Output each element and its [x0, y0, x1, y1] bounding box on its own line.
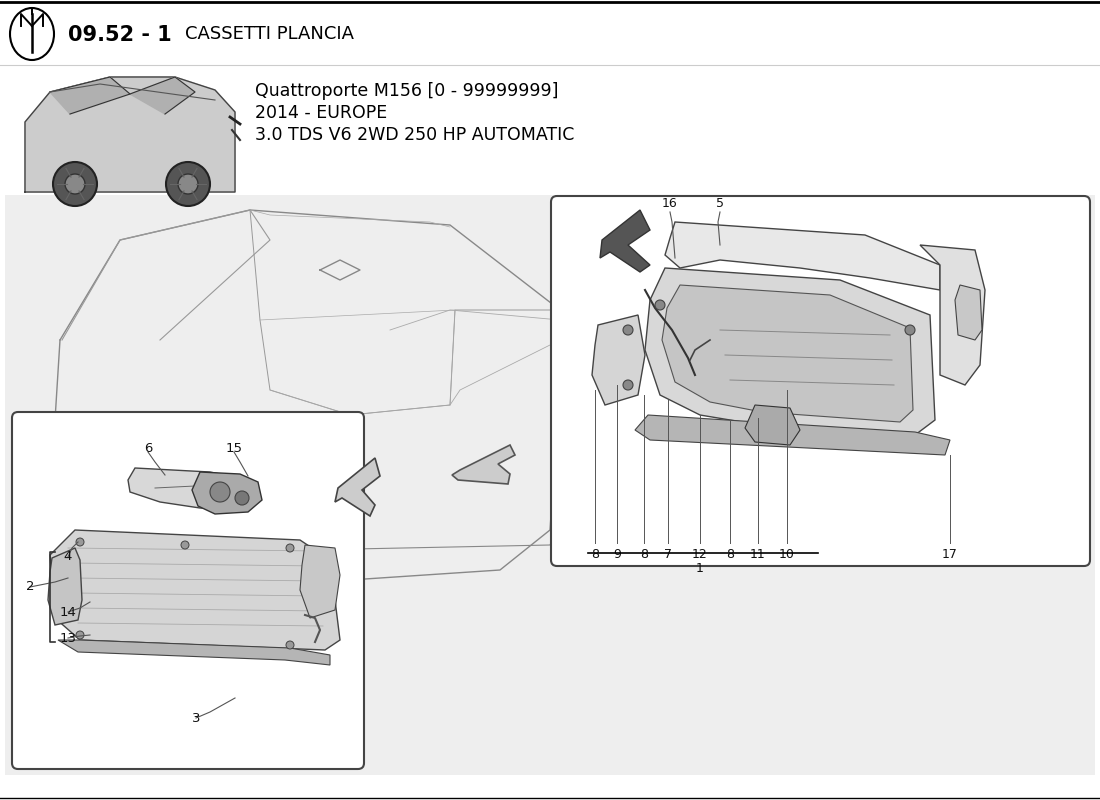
Polygon shape [128, 468, 260, 510]
Polygon shape [645, 268, 935, 435]
Polygon shape [48, 548, 82, 625]
FancyBboxPatch shape [12, 412, 364, 769]
Polygon shape [635, 415, 950, 455]
Polygon shape [745, 405, 800, 445]
Text: 3.0 TDS V6 2WD 250 HP AUTOMATIC: 3.0 TDS V6 2WD 250 HP AUTOMATIC [255, 126, 574, 144]
Polygon shape [130, 77, 195, 114]
Bar [6, 195, 1094, 775]
Text: 17: 17 [942, 548, 958, 561]
Circle shape [286, 544, 294, 552]
Polygon shape [25, 77, 235, 192]
Circle shape [623, 325, 632, 335]
Polygon shape [50, 530, 340, 650]
Circle shape [53, 162, 97, 206]
Text: 2014 - EUROPE: 2014 - EUROPE [255, 104, 387, 122]
Text: 15: 15 [226, 442, 242, 454]
Text: 5: 5 [716, 197, 724, 210]
Circle shape [623, 380, 632, 390]
Circle shape [76, 631, 84, 639]
Polygon shape [192, 472, 262, 514]
Text: 16: 16 [662, 197, 678, 210]
Polygon shape [920, 245, 984, 385]
Text: 13: 13 [59, 631, 77, 645]
Circle shape [654, 300, 666, 310]
Polygon shape [452, 445, 515, 484]
Text: 9: 9 [613, 548, 620, 561]
Polygon shape [336, 458, 380, 516]
Text: 14: 14 [59, 606, 76, 618]
Circle shape [210, 482, 230, 502]
Text: 1: 1 [696, 562, 704, 575]
Circle shape [76, 538, 84, 546]
Circle shape [178, 174, 198, 194]
Text: 09.52 - 1: 09.52 - 1 [68, 25, 172, 45]
Circle shape [166, 162, 210, 206]
Text: 8: 8 [640, 548, 648, 561]
Circle shape [905, 325, 915, 335]
Polygon shape [50, 77, 130, 114]
Text: 11: 11 [750, 548, 766, 561]
Text: 8: 8 [591, 548, 600, 561]
Text: 4: 4 [64, 550, 73, 563]
Text: 12: 12 [692, 548, 708, 561]
Text: 3: 3 [191, 711, 200, 725]
Text: CASSETTI PLANCIA: CASSETTI PLANCIA [185, 25, 354, 43]
Text: Quattroporte M156 [0 - 99999999]: Quattroporte M156 [0 - 99999999] [255, 82, 559, 100]
Text: 10: 10 [779, 548, 795, 561]
Circle shape [286, 641, 294, 649]
Polygon shape [955, 285, 982, 340]
Circle shape [235, 491, 249, 505]
Polygon shape [592, 315, 645, 405]
Polygon shape [666, 222, 940, 290]
Text: 8: 8 [726, 548, 734, 561]
Circle shape [182, 541, 189, 549]
FancyBboxPatch shape [551, 196, 1090, 566]
Text: 2: 2 [25, 581, 34, 594]
Text: 7: 7 [664, 548, 672, 561]
Polygon shape [662, 285, 913, 422]
Circle shape [65, 174, 85, 194]
Polygon shape [58, 640, 330, 665]
Polygon shape [300, 545, 340, 618]
Text: 6: 6 [144, 442, 152, 454]
Polygon shape [600, 210, 650, 272]
